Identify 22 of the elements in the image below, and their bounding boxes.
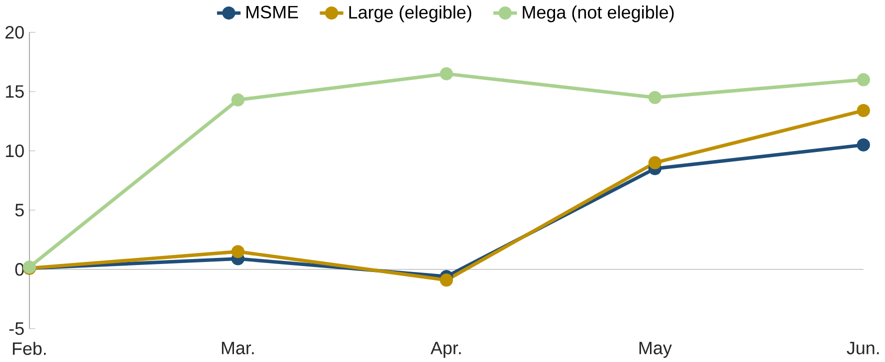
x-tick-label: Apr. — [430, 342, 461, 358]
legend-label: Large (elegible) — [349, 5, 472, 22]
y-tick-label: 10 — [6, 144, 24, 157]
x-tick-label: Mar. — [222, 342, 254, 354]
point — [440, 273, 453, 286]
y-tick-label: 15 — [6, 85, 24, 98]
x-tick-label: Feb. — [12, 342, 46, 355]
legend-label: Mega (not elegible) — [522, 5, 674, 22]
y-tick-label: -5 — [9, 322, 24, 335]
point — [231, 244, 244, 258]
point — [648, 156, 662, 170]
y-tick-label: 20 — [6, 26, 24, 38]
point — [856, 138, 870, 152]
point — [231, 93, 244, 106]
point — [648, 90, 662, 104]
legend-label: MSME — [246, 6, 298, 18]
point — [856, 72, 870, 86]
x-tick-label: Jun. — [846, 342, 879, 354]
x-tick-label: May — [639, 342, 672, 358]
point — [856, 104, 870, 117]
y-tick-label: 5 — [15, 204, 24, 216]
point — [440, 67, 453, 80]
